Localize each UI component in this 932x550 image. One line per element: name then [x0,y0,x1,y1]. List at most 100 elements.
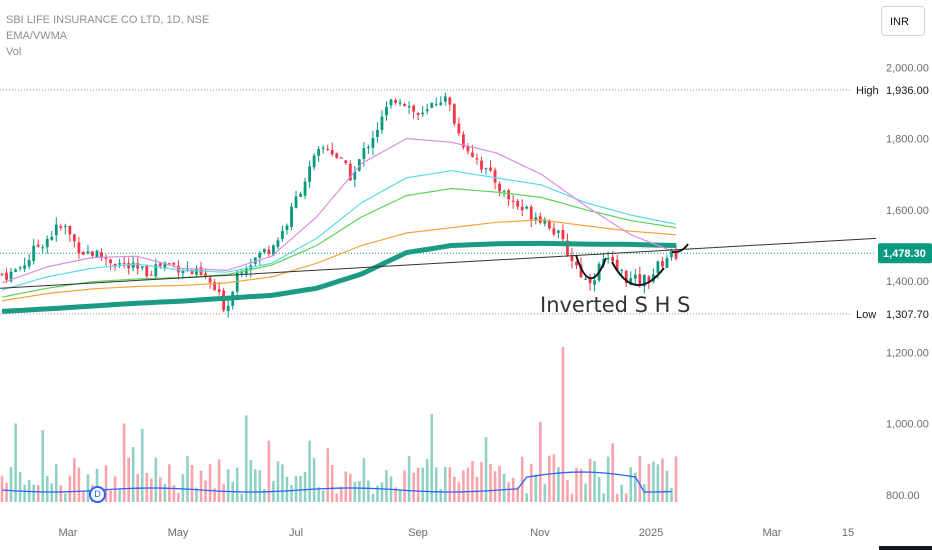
candle-body [421,112,425,115]
volume-bar [538,422,542,502]
volume-bar [163,483,167,502]
last-price-value: 1,478.30 [883,248,926,260]
volume-bar [471,460,474,502]
candle-body [262,248,266,253]
candle-body [95,250,99,258]
volume-bar [254,469,257,502]
ema_green-line [1,187,677,298]
candle-body [276,240,280,247]
volume-bar [629,467,633,502]
volume-bar [299,475,302,502]
volume-bar [68,475,72,502]
volume-bar [448,467,452,502]
volume-bar [339,486,343,502]
vwma-line [1,471,672,493]
candle-body [570,255,574,261]
volume-bar [439,489,443,502]
volume-bar [593,461,596,502]
candle-body [317,148,321,156]
volume-bar [475,476,479,502]
volume-bar [602,493,605,502]
candle-body [32,245,36,261]
bottom-panel-handle[interactable] [879,546,932,550]
candle-body [394,100,397,103]
candle-body [371,138,375,148]
volume-bar [511,477,515,502]
volume-bar [394,487,397,502]
volume-bar [181,474,185,502]
volume-bar [480,461,483,502]
volume-bar [326,448,329,502]
candle-body [638,274,642,285]
candle-body [362,148,366,159]
volume-bar [118,489,121,502]
candle-body [154,264,158,277]
candle-body [633,274,637,279]
candle-body [326,149,330,151]
volume-bar [186,456,189,502]
candle-body [624,271,628,284]
time-tick-label: Nov [530,527,550,539]
candle-body [529,206,533,220]
candle-body [122,263,126,265]
candle-body [285,225,289,230]
candle-body [54,224,58,236]
candle-body [145,265,149,277]
volume-bar [127,457,130,502]
candle-body [412,105,416,112]
candle-body [72,234,76,242]
candle-body [86,251,90,254]
currency-button[interactable]: INR [881,6,925,36]
pattern-annotation: Inverted S H S [540,293,691,317]
volume-bar [36,485,40,502]
candle-body [642,274,646,287]
candle-body [330,150,334,155]
volume-bar [353,481,357,502]
legend-indicator: EMA/VWMA [6,30,68,42]
volume-bar [154,457,158,502]
candle-body [299,193,302,197]
volume-bar [462,470,465,502]
candle-body [68,226,72,235]
candle-body [461,134,465,148]
volume-bars [0,347,678,502]
candle-body [158,263,162,267]
candle-body [498,183,501,192]
volume-bar [412,472,415,502]
candle-body [615,259,619,271]
candle-body [584,278,587,280]
candle-body [36,244,40,247]
volume-bar [624,493,628,502]
candle-body [339,157,343,159]
candle-body [204,273,207,277]
candle-body [543,219,547,224]
volume-bar [362,458,366,502]
candle-body [131,262,135,268]
candle-body [267,249,271,254]
candle-body [575,261,578,266]
volume-bar [9,467,13,502]
candle-body [14,269,17,272]
volume-bar [204,480,207,502]
candle-body [611,256,615,262]
volume-bar [41,430,45,502]
candle-body [380,116,384,130]
volume-bar [652,461,655,502]
volume-bar [502,473,506,502]
volume-bar [149,478,153,502]
volume-bar [5,482,8,502]
price-tick-label: 1,600.00 [886,205,929,217]
candle-body [385,107,388,116]
candle-body [208,277,212,283]
candle-body [448,97,452,105]
high-tag [852,81,932,100]
volume-bar [213,488,216,502]
candle-body [376,130,379,137]
candle-body [471,152,474,157]
candle-body [547,220,551,229]
low-tag [852,305,932,324]
candle-body [258,253,262,258]
candle-body [606,258,610,260]
dividend-event-marker[interactable]: D [89,486,106,503]
